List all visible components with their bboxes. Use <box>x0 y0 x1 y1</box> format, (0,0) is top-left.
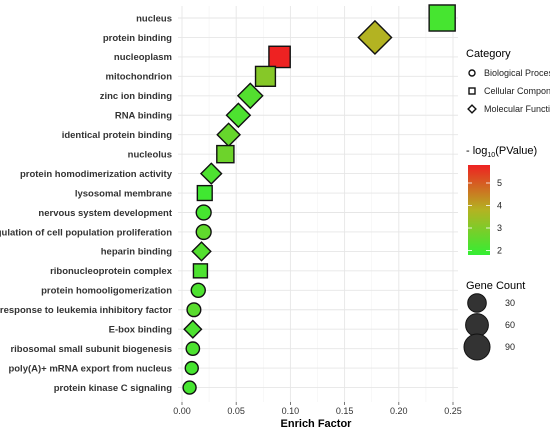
size-legend-circle <box>463 333 491 361</box>
data-point <box>225 102 252 129</box>
data-point <box>357 19 393 56</box>
y-tick-label: poly(A)+ mRNA export from nucleus <box>8 363 172 374</box>
size-legend-label: 90 <box>505 342 515 352</box>
y-tick-label: nucleoplasm <box>114 52 172 63</box>
legend-shape-diamond <box>467 104 477 114</box>
gene-count-legend: Gene Count 30 60 90 <box>463 280 525 361</box>
y-tick-label: zinc ion binding <box>100 91 172 102</box>
pvalue-legend-title: - log10(PValue) <box>466 145 537 159</box>
size-legend-label: 60 <box>505 320 515 330</box>
data-point <box>216 144 235 164</box>
data-point <box>186 302 202 318</box>
panel-background <box>178 6 458 402</box>
data-points <box>182 4 456 395</box>
x-tick-label: 0.20 <box>390 406 408 416</box>
data-point <box>190 282 206 298</box>
y-tick-label: negative regulation of cell population p… <box>0 227 172 238</box>
y-tick-label: ribosomal small subunit biogenesis <box>10 344 172 355</box>
legend-category-label: Cellular Component <box>484 86 550 96</box>
category-legend-title: Category <box>466 48 511 60</box>
legend-category-label: Biological Process <box>484 68 550 78</box>
data-point <box>191 241 212 262</box>
data-point <box>268 45 291 69</box>
legend-shape-square <box>468 87 476 95</box>
y-tick-label: protein homodimerization activity <box>20 169 173 180</box>
x-axis-ticks: 0.00 0.05 0.10 0.15 0.20 0.25 <box>173 402 462 416</box>
data-point <box>199 162 223 185</box>
legend-shape-circle <box>468 69 476 77</box>
pvalue-title-suffix: (PValue) <box>495 145 537 157</box>
data-point <box>185 341 201 357</box>
data-point <box>195 204 212 221</box>
y-tick-label: cellular response to leukemia inhibitory… <box>0 305 172 316</box>
data-point <box>428 4 456 32</box>
y-tick-label: RNA binding <box>115 111 172 122</box>
colorbar-tick-label: 3 <box>497 223 502 233</box>
plot-panel <box>178 6 458 402</box>
gene-count-legend-title: Gene Count <box>466 280 525 292</box>
colorbar-tick-label: 4 <box>497 201 502 211</box>
y-tick-label: ribonucleoprotein complex <box>50 266 173 277</box>
y-tick-label: identical protein binding <box>62 130 173 141</box>
data-point <box>184 360 199 376</box>
x-tick-label: 0.05 <box>227 406 245 416</box>
pvalue-legend: - log10(PValue) 2 3 4 5 <box>466 145 537 256</box>
color-bar <box>468 165 490 255</box>
x-tick-label: 0.00 <box>173 406 191 416</box>
y-axis-labels: nucleus protein binding nucleoplasm mitocho… <box>0 13 173 394</box>
y-tick-label: heparin binding <box>101 247 172 258</box>
y-tick-label: nervous system development <box>38 208 172 219</box>
y-tick-label: protein kinase C signaling <box>54 383 172 394</box>
legend-category-label: Molecular Function <box>484 104 550 114</box>
colorbar-tick-label: 5 <box>497 178 502 188</box>
pvalue-title-subscript: 10 <box>487 152 495 159</box>
size-legend-circle <box>467 293 487 313</box>
y-tick-label: mitochondrion <box>106 72 173 83</box>
x-tick-label: 0.15 <box>336 406 354 416</box>
size-legend-circle <box>465 313 489 337</box>
size-legend-label: 30 <box>505 298 515 308</box>
y-tick-label: E-box binding <box>109 325 173 336</box>
y-tick-label: protein homooligomerization <box>41 286 172 297</box>
y-tick-label: protein binding <box>103 33 172 44</box>
data-point <box>196 184 213 202</box>
colorbar-tick-label: 2 <box>497 246 502 256</box>
data-point <box>192 263 209 279</box>
y-tick-label: nucleus <box>136 13 172 24</box>
category-legend: Category Biological Process Cellular Comp… <box>466 48 550 114</box>
y-tick-label: nucleolus <box>128 149 172 160</box>
x-tick-label: 0.25 <box>444 406 462 416</box>
data-point <box>254 65 277 87</box>
pvalue-title-prefix: - log <box>466 145 487 157</box>
data-point <box>236 82 264 110</box>
data-point <box>182 380 197 395</box>
data-point <box>195 223 212 241</box>
x-axis-title: Enrich Factor <box>281 418 353 430</box>
x-tick-label: 0.10 <box>282 406 300 416</box>
data-point <box>183 319 203 339</box>
y-tick-label: lysosomal membrane <box>75 188 172 199</box>
